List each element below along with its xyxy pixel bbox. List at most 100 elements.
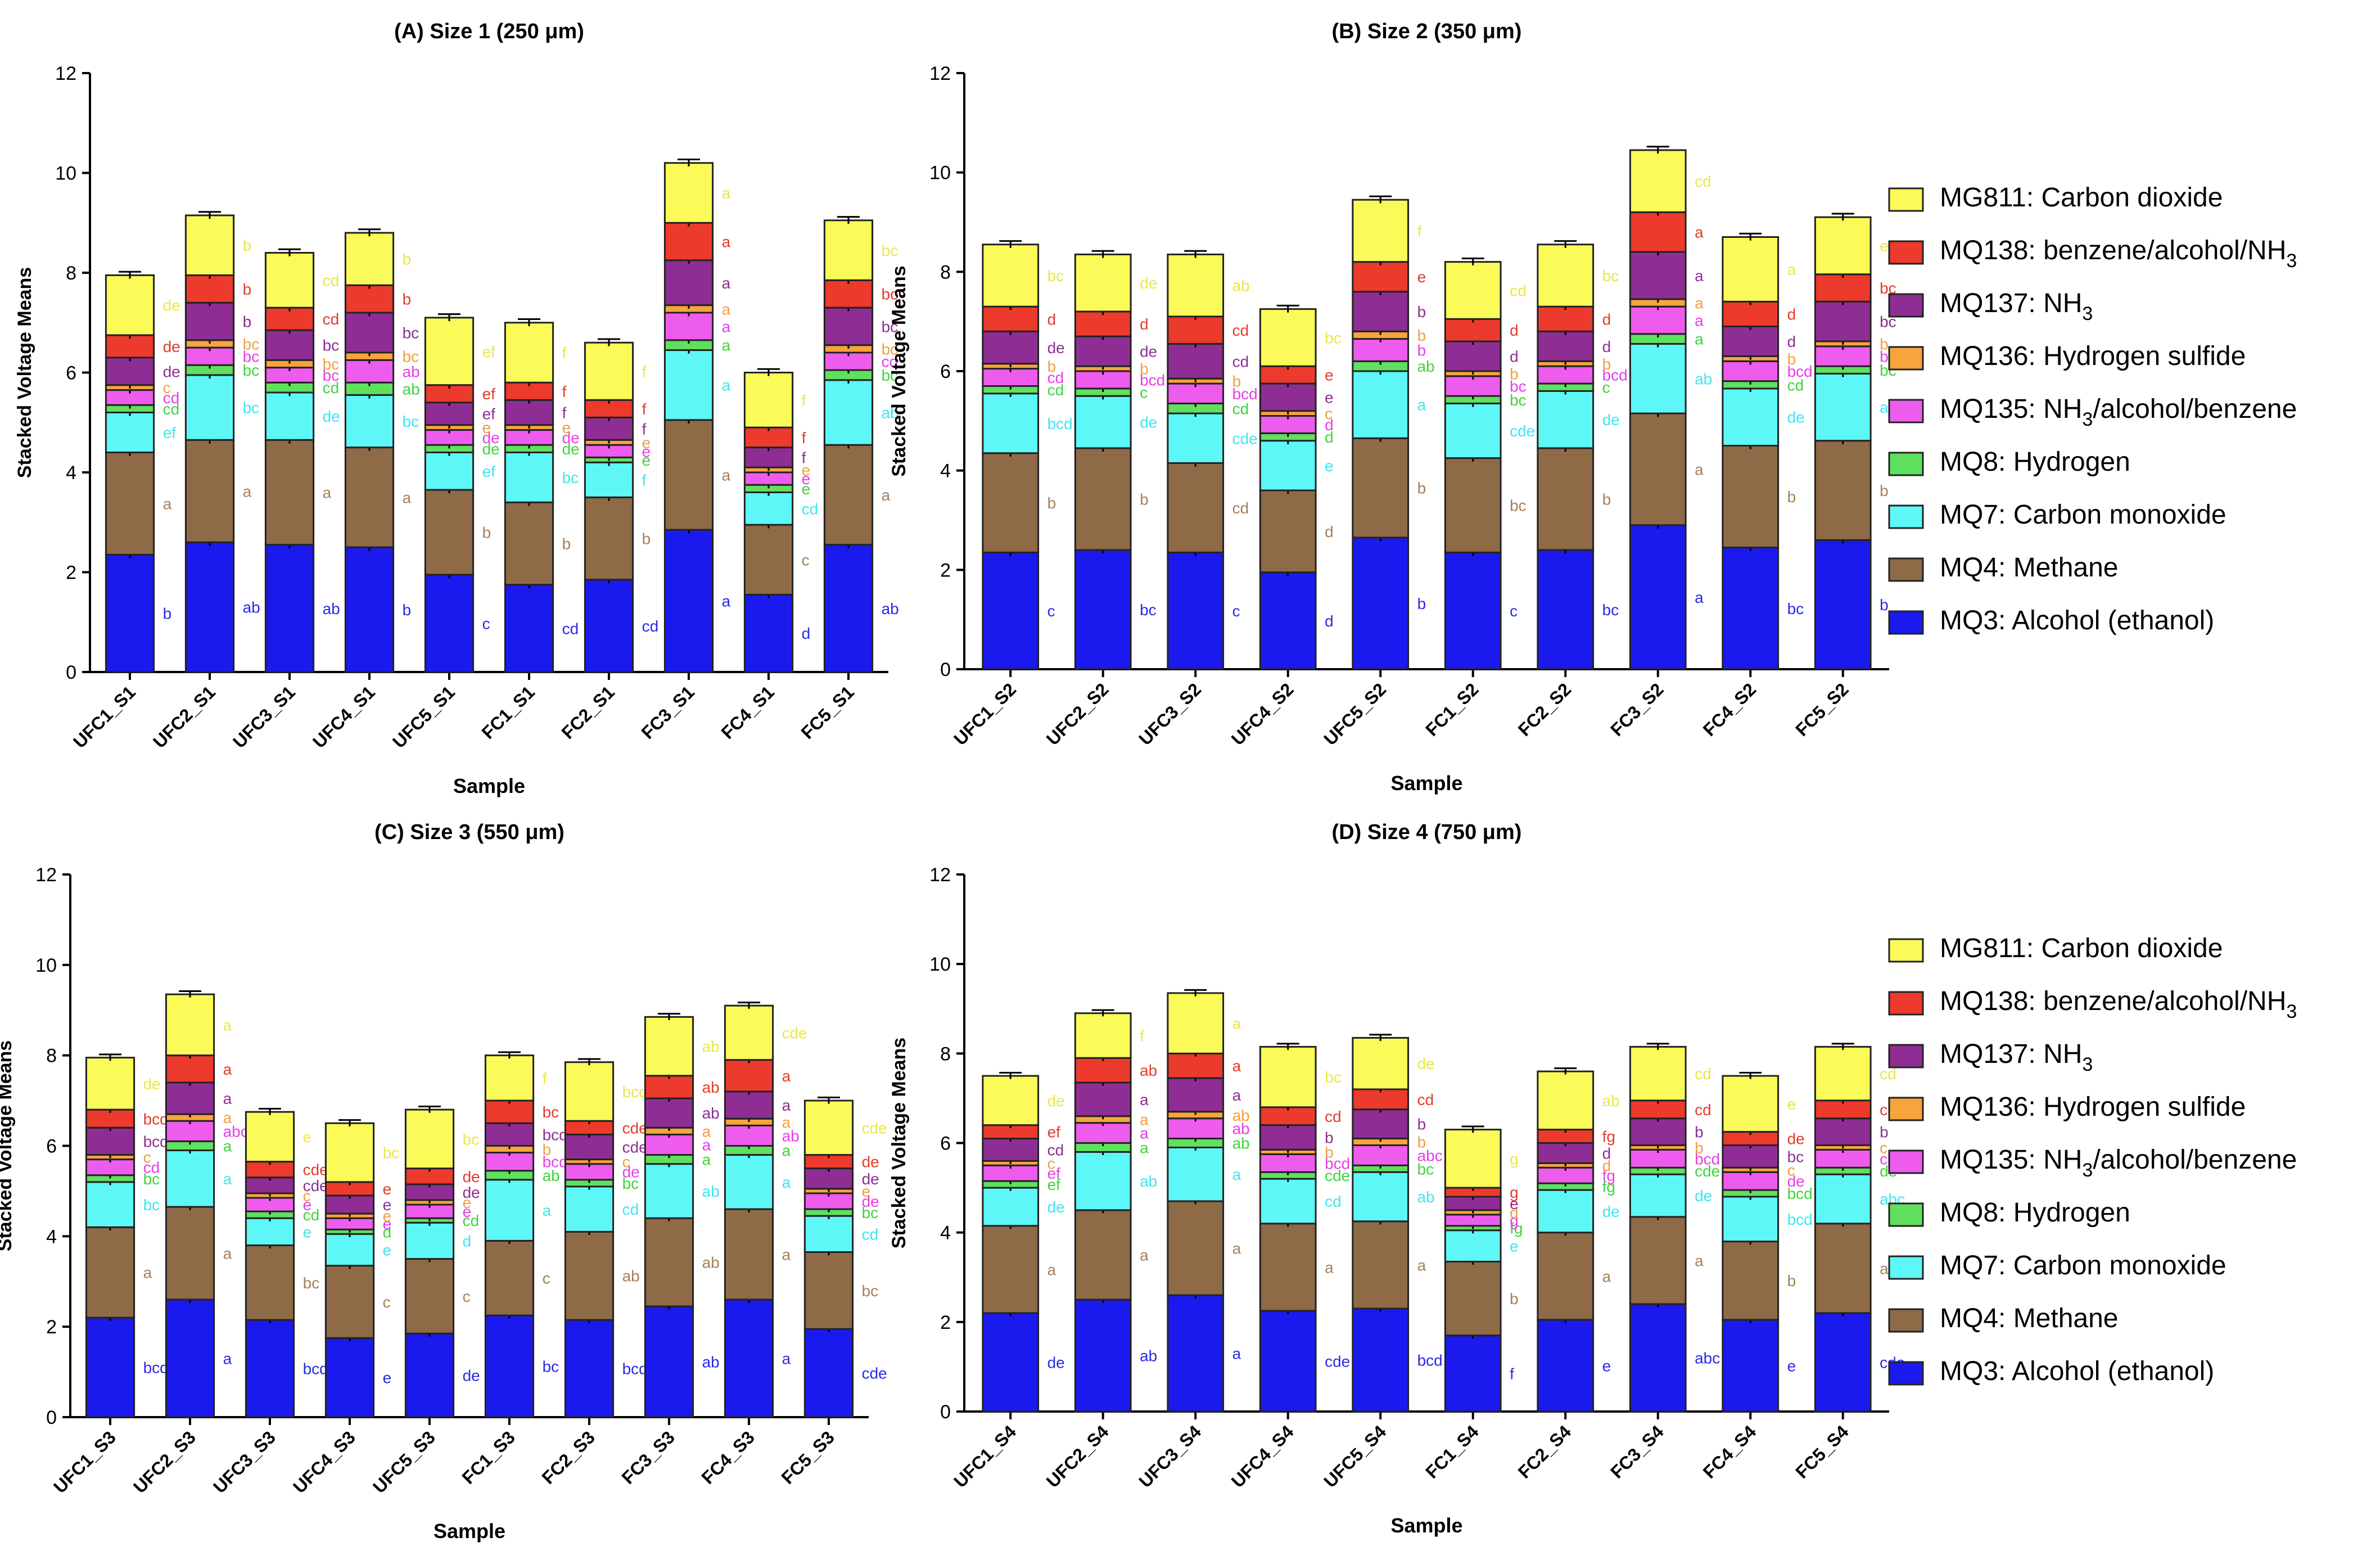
y-tick-label: 8 bbox=[66, 263, 76, 284]
significance-letter: c bbox=[163, 379, 171, 396]
bar-segment-mq137 bbox=[584, 416, 634, 441]
significance-letter: de bbox=[323, 408, 340, 425]
bar-segment-mq4 bbox=[1537, 1232, 1595, 1321]
significance-letter: a bbox=[163, 495, 172, 512]
x-tick-label: UFC2_S3 bbox=[129, 1427, 200, 1497]
legend-label-mq7: MQ7: Carbon monoxide bbox=[1940, 500, 2227, 530]
bar-segment-mq138 bbox=[165, 1054, 215, 1084]
significance-letter: c bbox=[1880, 1139, 1887, 1156]
bar-segment-mq3 bbox=[1629, 524, 1687, 670]
bar-segment-mg811 bbox=[724, 1004, 774, 1061]
bar-segment-mq137 bbox=[982, 1138, 1040, 1162]
bar-segment-mq7 bbox=[1352, 1171, 1410, 1223]
bar-segment-mg811 bbox=[982, 1075, 1040, 1126]
significance-letter: de bbox=[1602, 1203, 1620, 1220]
y-axis-label: Stacked Voltage Means bbox=[888, 265, 910, 476]
bar-segment-mq3 bbox=[1259, 1310, 1317, 1413]
bar-segment-mg811 bbox=[105, 274, 155, 336]
significance-letter: a bbox=[243, 483, 252, 500]
significance-letter: cde bbox=[303, 1177, 328, 1194]
legend-label-mq7: MQ7: Carbon monoxide bbox=[1940, 1251, 2227, 1281]
bar-segment-mg811 bbox=[324, 1122, 375, 1183]
significance-letter: a bbox=[1695, 312, 1704, 329]
significance-letter: a bbox=[1232, 1015, 1241, 1033]
significance-letter: a bbox=[702, 1151, 711, 1169]
significance-letter: bcd bbox=[303, 1360, 328, 1378]
significance-letter: cde bbox=[1232, 430, 1258, 447]
bar-segment-mq4 bbox=[504, 501, 554, 586]
bar-segment-mq7 bbox=[344, 394, 395, 449]
x-tick-label: FC5_S3 bbox=[777, 1427, 838, 1487]
significance-letter: b bbox=[1417, 1134, 1426, 1151]
legend-label-mq8: MQ8: Hydrogen bbox=[1940, 447, 2130, 477]
significance-letter: e bbox=[383, 1369, 392, 1387]
significance-letter: d bbox=[1787, 305, 1796, 323]
x-axis-label: Sample bbox=[1390, 1514, 1462, 1537]
significance-letter: b bbox=[163, 605, 172, 623]
legend-swatch-mq137 bbox=[1888, 293, 1924, 318]
significance-letter: bc bbox=[143, 1170, 160, 1188]
bar-segment-mq3 bbox=[1444, 1334, 1502, 1413]
x-tick-label: UFC3_S1 bbox=[229, 682, 299, 752]
significance-letter: bcd bbox=[1787, 363, 1813, 380]
significance-letter: bc bbox=[463, 1130, 480, 1148]
chart-panels: (A) Size 1 (250 μm) 0 2 4 6 8 10 12 Stacked Volt… bbox=[0, 20, 1905, 1543]
significance-letter: b bbox=[1417, 341, 1426, 359]
bar-segment-mg811 bbox=[85, 1057, 136, 1111]
significance-letter: a bbox=[1232, 1240, 1241, 1257]
significance-letter: a bbox=[1232, 1086, 1241, 1104]
significance-letter: a bbox=[722, 233, 731, 251]
significance-letter: abc bbox=[223, 1122, 249, 1140]
significance-letter: de bbox=[1417, 1055, 1435, 1072]
legend-label-mg811: MG811: Carbon dioxide bbox=[1940, 183, 2223, 213]
bar-segment-mq4 bbox=[424, 489, 475, 576]
significance-letter: fg bbox=[1510, 1220, 1523, 1237]
bar-segment-mq7 bbox=[1444, 402, 1502, 459]
significance-letter: bc bbox=[1602, 267, 1619, 285]
y-tick-label: 0 bbox=[940, 1401, 951, 1423]
bar-segment-mq4 bbox=[982, 452, 1040, 553]
significance-letter: cd bbox=[862, 1225, 879, 1243]
legend-swatch-mq136 bbox=[1888, 346, 1924, 371]
y-tick-label: 6 bbox=[66, 363, 76, 384]
significance-letter: cd bbox=[1232, 499, 1249, 517]
significance-letter: de bbox=[1602, 411, 1620, 429]
y-tick-label: 4 bbox=[66, 462, 76, 484]
significance-letter: d bbox=[1510, 1204, 1519, 1221]
significance-letter: bc bbox=[403, 413, 419, 430]
bar-segment-mq4 bbox=[264, 439, 315, 546]
bar-segment-mq4 bbox=[344, 447, 395, 548]
bar-segment-mq7 bbox=[1629, 1173, 1687, 1218]
bar-segment-mq3 bbox=[165, 1298, 215, 1418]
bar-segment-mq7 bbox=[1722, 1196, 1780, 1243]
bar-segment-mq4 bbox=[584, 496, 634, 581]
legend-label-mq136: MQ136: Hydrogen sulfide bbox=[1940, 341, 2246, 371]
significance-letter: a bbox=[782, 1246, 791, 1264]
significance-letter: a bbox=[1140, 1091, 1149, 1108]
legend-swatch-mg811 bbox=[1888, 187, 1924, 212]
significance-letter: bc bbox=[383, 1144, 400, 1162]
significance-letter: b bbox=[1787, 1272, 1796, 1290]
significance-letter: fg bbox=[1602, 1128, 1615, 1146]
significance-letter: a bbox=[223, 1350, 232, 1367]
bar-segment-mg811 bbox=[743, 372, 794, 429]
significance-letter: ef bbox=[482, 463, 496, 480]
chart-title: (D) Size 4 (750 μm) bbox=[1332, 820, 1522, 844]
significance-letter: a bbox=[1140, 1139, 1149, 1156]
significance-letter: a bbox=[722, 466, 731, 484]
bar-segment-mq3 bbox=[504, 584, 554, 673]
bar-segment-mq7 bbox=[1814, 1173, 1872, 1225]
bar-segment-mg811 bbox=[184, 214, 235, 276]
bar-segment-mq137 bbox=[743, 447, 794, 468]
significance-letter: d bbox=[1602, 310, 1611, 328]
significance-letter: cd bbox=[1325, 1108, 1342, 1125]
bar-segment-mq3 bbox=[982, 551, 1040, 670]
y-tick-label: 2 bbox=[46, 1316, 57, 1338]
legend-swatch-mq4 bbox=[1888, 557, 1924, 582]
bar-segment-mq4 bbox=[1167, 462, 1225, 553]
bar-segment-mq3 bbox=[644, 1305, 694, 1418]
y-tick-label: 0 bbox=[46, 1407, 57, 1428]
bar-segment-mq7 bbox=[245, 1217, 295, 1246]
bar-segment-mq138 bbox=[484, 1099, 535, 1124]
chart-panel-1: (A) Size 1 (250 μm) 0 2 4 6 8 10 12 Stacked Volt… bbox=[14, 20, 899, 797]
